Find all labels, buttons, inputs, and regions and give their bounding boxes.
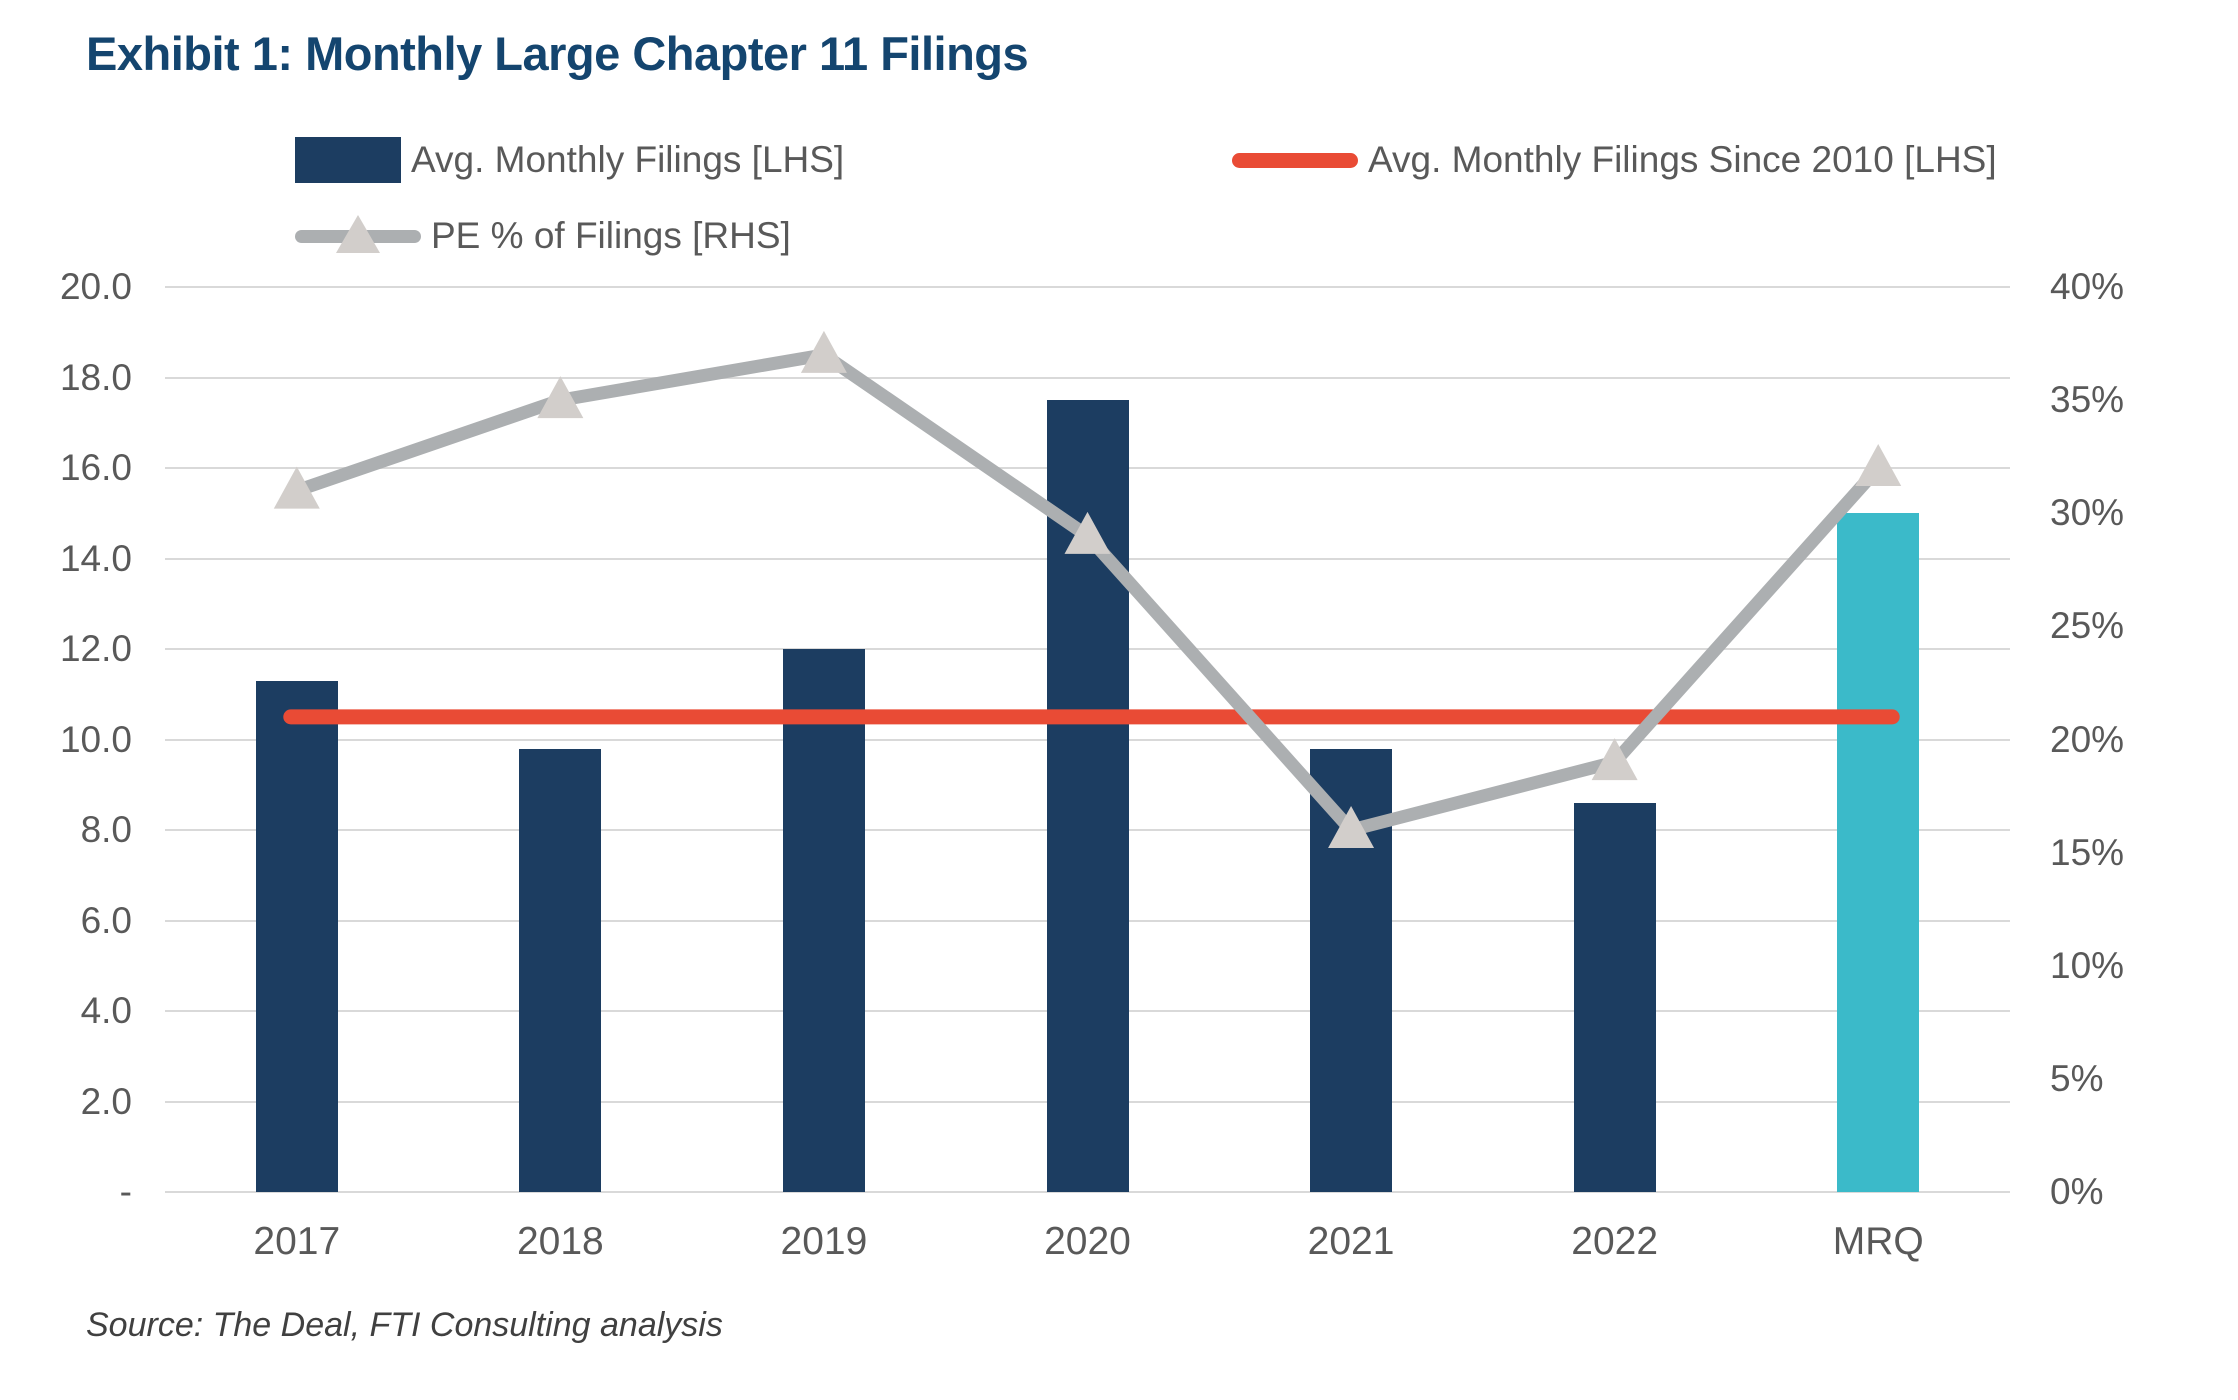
legend-redline-swatch (1232, 152, 1358, 168)
gridline (165, 1191, 2010, 1193)
legend-item-pe-pct-filings: PE % of Filings [RHS] (295, 208, 791, 264)
right-axis-tick-label: 15% (2050, 831, 2125, 873)
bar-MRQ (1837, 513, 1920, 1192)
legend-label: Avg. Monthly Filings [LHS] (411, 139, 845, 180)
legend-label: PE % of Filings [RHS] (431, 215, 791, 256)
left-axis-tick-label: 4.0 (80, 990, 132, 1031)
left-axis-tick-label: - (119, 1171, 132, 1212)
legend-grayline-swatch (295, 213, 421, 259)
legend-item-avg-monthly-filings: Avg. Monthly Filings [LHS] (295, 132, 844, 188)
bar-2020 (1046, 400, 1129, 1192)
x-axis-label-2018: 2018 (516, 1220, 604, 1263)
left-axis-tick-label: 18.0 (59, 356, 132, 398)
pe-marker-2019 (800, 330, 847, 373)
left-axis-tick-label: 16.0 (59, 447, 132, 488)
x-axis-label-2019: 2019 (780, 1220, 868, 1263)
right-axis-tick-label: 20% (2050, 718, 2125, 760)
pe-marker-2018 (537, 376, 584, 419)
legend-bar-swatch (295, 137, 401, 183)
pe-marker-2022 (1591, 738, 1638, 781)
x-axis-label-2021: 2021 (1307, 1220, 1395, 1263)
left-axis-tick-label: 12.0 (59, 628, 132, 669)
right-axis-tick-label: 30% (2050, 492, 2125, 534)
left-axis-tick-label: 10.0 (59, 718, 132, 760)
right-axis-tick-label: 35% (2050, 379, 2125, 421)
x-axis-label-2017: 2017 (253, 1220, 341, 1263)
left-axis-tick-label: 6.0 (80, 899, 132, 941)
bar-2019 (782, 649, 865, 1192)
gridline (165, 286, 2010, 288)
bar-2022 (1573, 802, 1656, 1192)
legend-item-avg-since-2010: Avg. Monthly Filings Since 2010 [LHS] (1232, 132, 1997, 188)
left-axis-tick-label: 8.0 (80, 809, 132, 850)
bar-2021 (1310, 748, 1393, 1192)
pe-marker-2017 (273, 466, 320, 509)
chart-title: Exhibit 1: Monthly Large Chapter 11 Fili… (86, 27, 1029, 80)
right-axis-tick-label: 25% (2050, 605, 2125, 647)
gridline (165, 376, 2010, 379)
right-axis-tick-label: 10% (2050, 944, 2125, 986)
right-axis-tick-label: 40% (2050, 266, 2125, 307)
x-axis-label-MRQ: MRQ (1832, 1220, 1924, 1263)
x-axis-label-2022: 2022 (1571, 1220, 1659, 1263)
left-axis-tick-label: 14.0 (59, 537, 132, 579)
legend-triangle-icon (336, 215, 380, 253)
x-axis-label-2020: 2020 (1044, 1220, 1131, 1263)
right-axis-tick-label: 0% (2050, 1171, 2104, 1212)
bar-2018 (519, 748, 602, 1192)
legend-label: Avg. Monthly Filings Since 2010 [LHS] (1368, 139, 1997, 180)
left-axis-tick-label: 20.0 (59, 266, 132, 307)
bar-2017 (255, 680, 338, 1192)
right-axis-tick-label: 5% (2050, 1057, 2104, 1099)
left-axis-tick-label: 2.0 (80, 1080, 132, 1122)
source-note: Source: The Deal, FTI Consulting analysi… (86, 1306, 723, 1344)
pe-marker-MRQ (1855, 444, 1902, 486)
